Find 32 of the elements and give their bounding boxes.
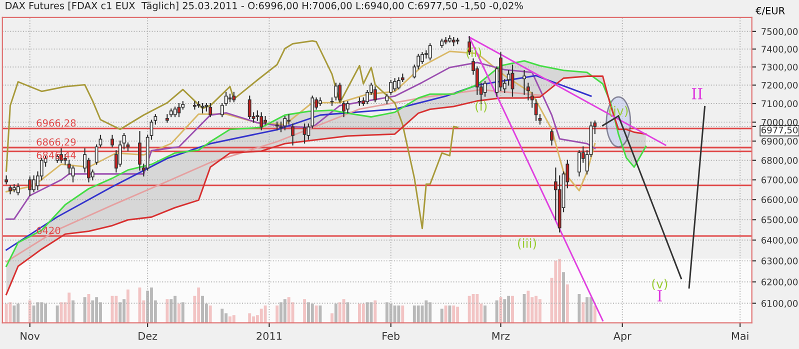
y-tick-label: 6800,00 <box>762 157 798 165</box>
y-tick-label: 7100,00 <box>762 100 798 108</box>
y-tick-label: 7000,00 <box>762 118 798 127</box>
x-tick-label: Mrz <box>492 332 510 340</box>
chart-title: DAX Futures [FDAX c1 EUX Täglich] 25.03.2011 - O:6996,00 H:7006,00 L:6940,00 C:6977,50 -1,50 -0,02% <box>6 2 523 12</box>
y-tick-label: 7500,00 <box>762 28 798 36</box>
y-tick-label: 6500,00 <box>762 216 798 224</box>
y-tick-label: 6977,50 <box>762 126 798 134</box>
y-tick-label: 7200,00 <box>762 82 798 90</box>
y-axis-title: €/EUR <box>756 6 785 16</box>
x-tick-label: Nov <box>20 332 40 340</box>
annotation: (v) <box>652 278 668 290</box>
annotation: (iii) <box>518 238 536 250</box>
y-tick-label: 7300,00 <box>762 64 798 72</box>
y-tick-label: 6400,00 <box>762 236 798 245</box>
y-tick-label: 6200,00 <box>762 278 798 286</box>
ref-line-label: 6866,29 <box>36 138 76 147</box>
annotation: II <box>692 88 702 100</box>
y-tick-label: 6900,00 <box>762 138 798 146</box>
x-tick-label: Dez <box>138 332 158 340</box>
annotation: I <box>658 290 662 302</box>
ref-line-label: 6966,28 <box>36 119 76 128</box>
y-tick-label: 6700,00 <box>762 176 798 184</box>
annotation: (i) <box>476 101 487 112</box>
y-tick-label: 6100,00 <box>762 300 798 308</box>
y-tick-label: 6600,00 <box>762 196 798 204</box>
x-tick-label: Apr <box>613 332 632 342</box>
y-tick-label: 7400,00 <box>762 46 798 54</box>
x-tick-label: Mai <box>732 332 748 340</box>
x-tick-label: 2011 <box>256 332 282 340</box>
x-tick-label: Feb <box>382 332 400 340</box>
y-tick-label: 6300,00 <box>762 258 798 266</box>
